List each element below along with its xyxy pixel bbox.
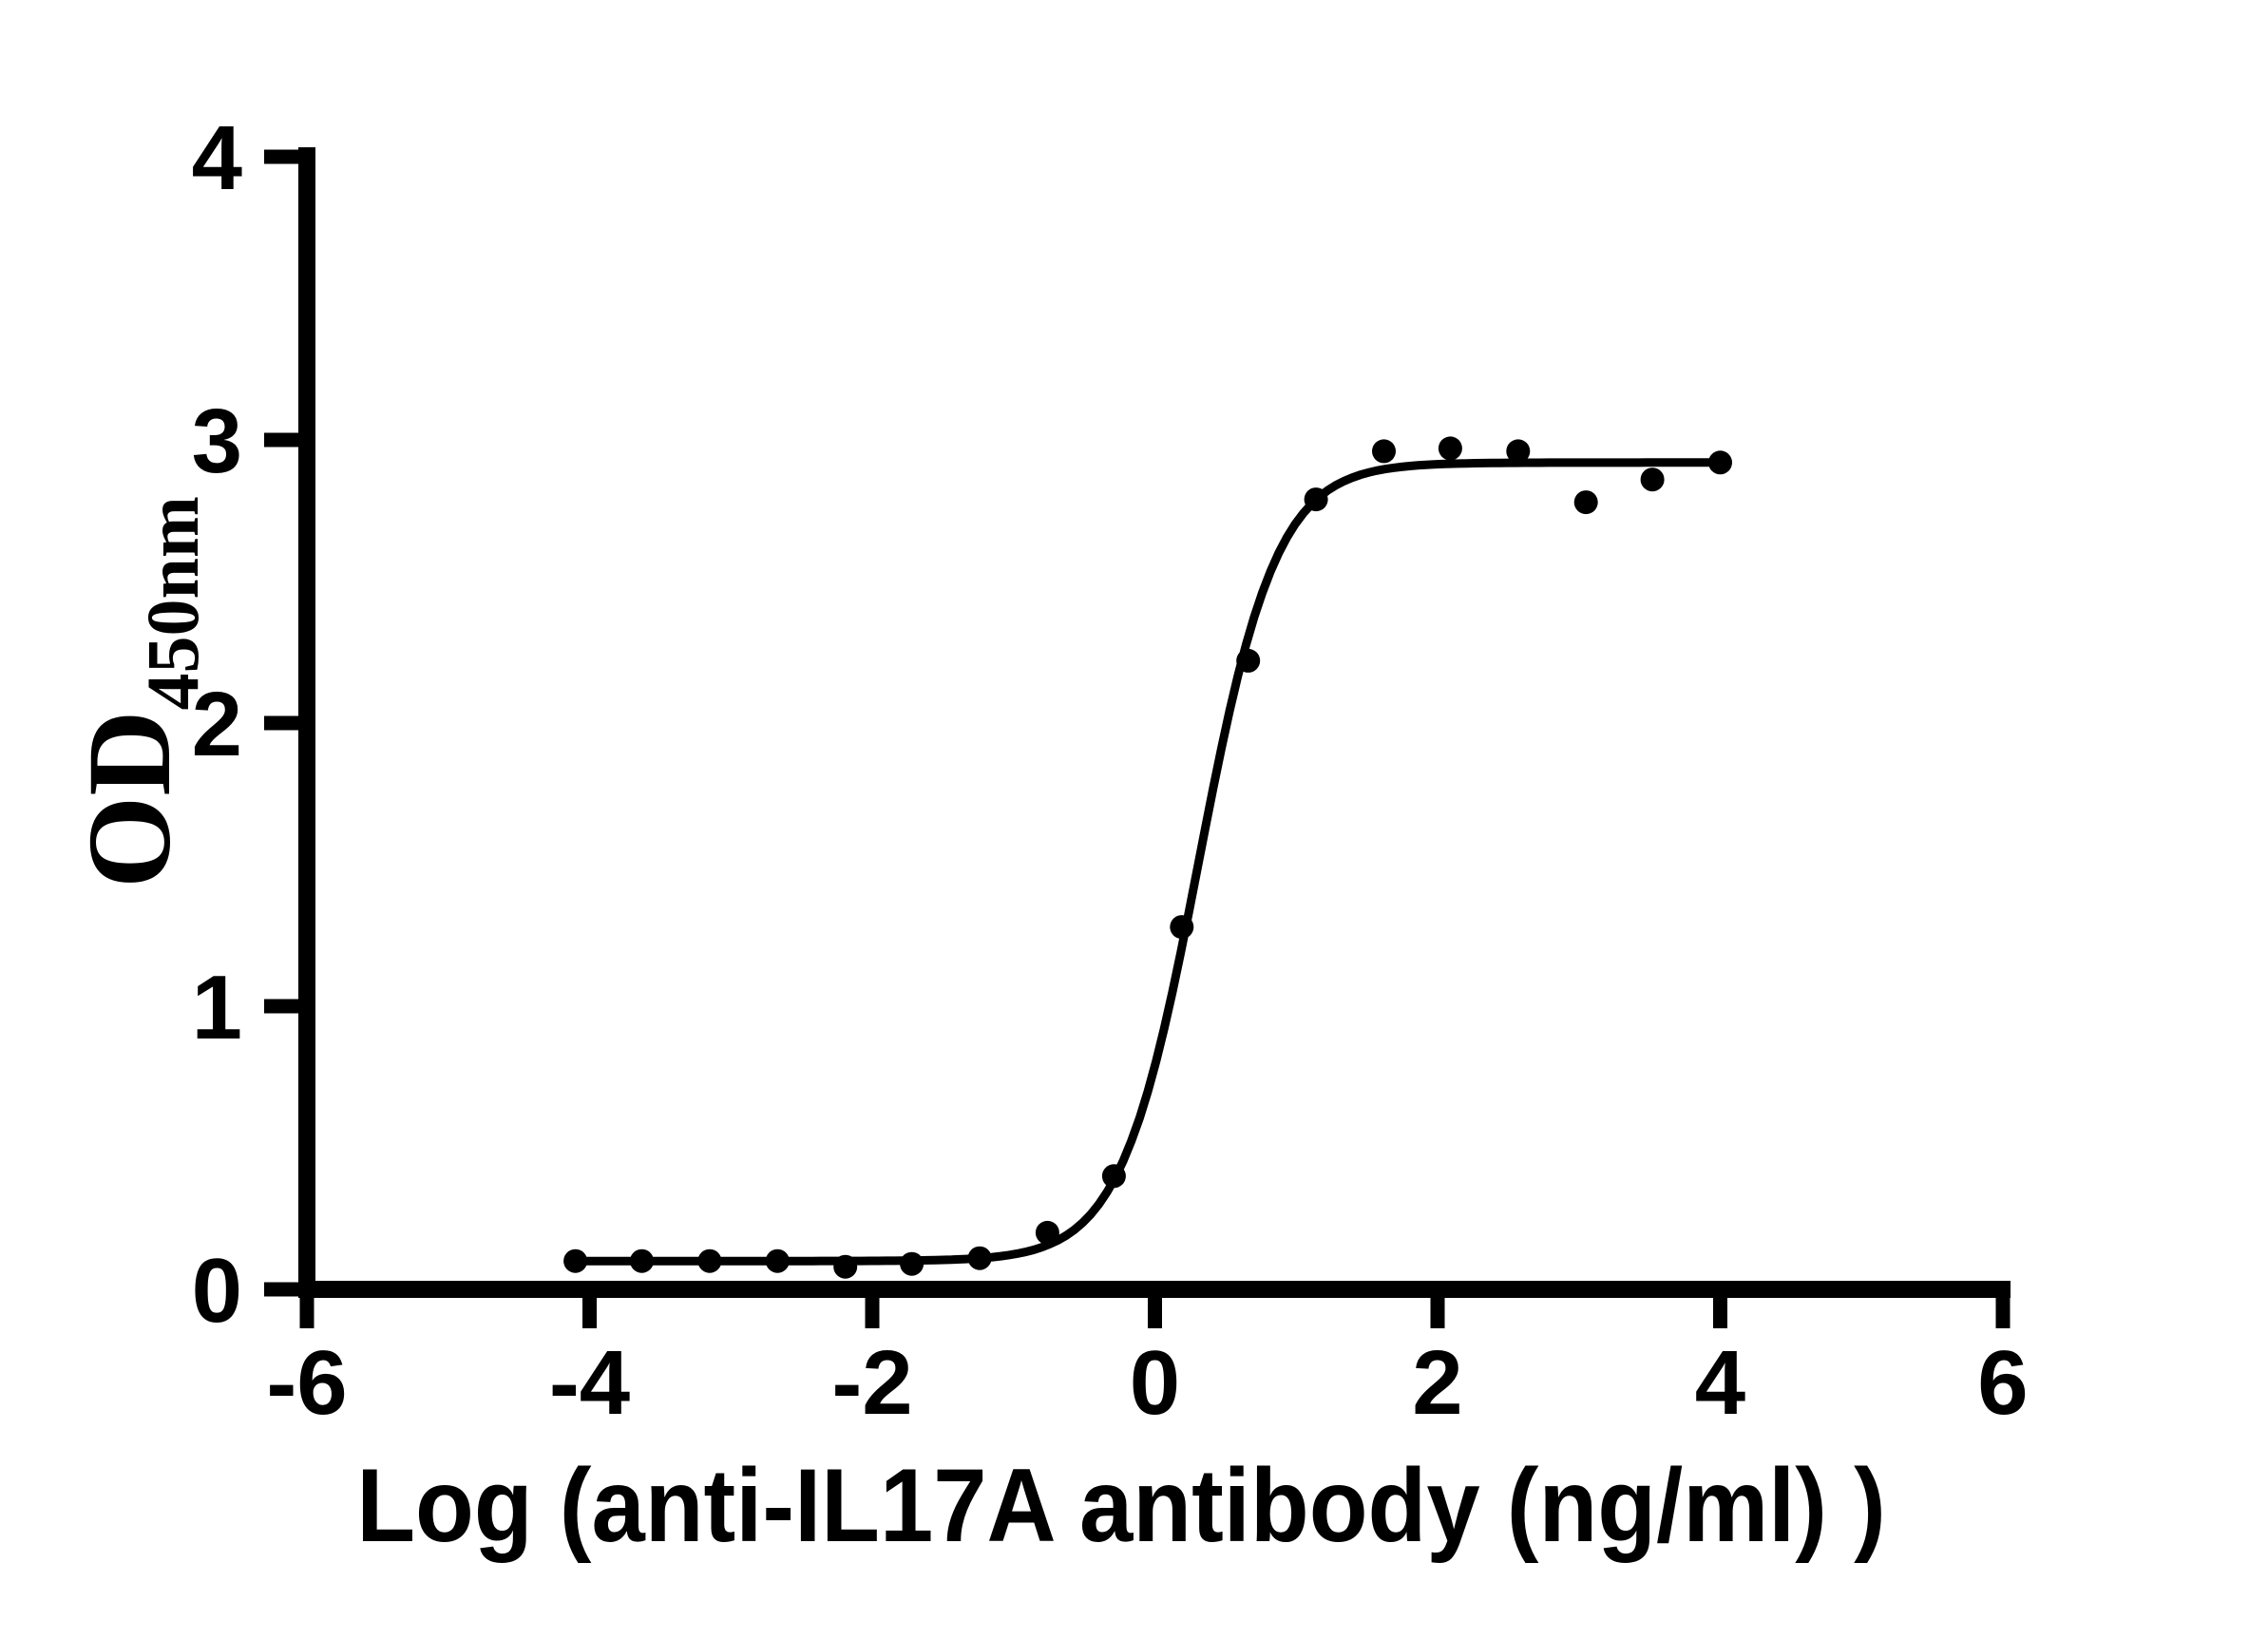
y-axis-title-subscript: 450nm [131, 496, 214, 710]
x-tick-label: 4 [1695, 1332, 1745, 1434]
data-point [1170, 915, 1194, 940]
data-points-layer [563, 436, 1732, 1279]
y-tick-label: 3 [192, 391, 242, 492]
y-tick-labels: 0 1 2 3 4 [192, 107, 242, 1342]
x-tick-label: -4 [549, 1332, 630, 1434]
data-point [1101, 1164, 1126, 1189]
data-point [1438, 436, 1462, 461]
data-point [1035, 1220, 1059, 1245]
data-point [967, 1246, 992, 1270]
y-axis-title-main: OD [65, 711, 196, 889]
y-tick-label: 2 [192, 674, 242, 775]
y-tick-label: 4 [192, 107, 242, 209]
y-axis-title: OD450nm [65, 496, 214, 888]
fit-curve [571, 458, 1725, 1266]
data-point [1573, 490, 1598, 515]
data-point [1506, 439, 1531, 464]
data-point [900, 1251, 924, 1276]
data-point [630, 1248, 654, 1273]
x-axis-title: Log (anti-IL17A antibody (ng/ml) ) [356, 1447, 1886, 1564]
x-tick-label: 6 [1977, 1332, 2028, 1434]
data-point [765, 1248, 790, 1273]
x-tick-labels: -6 -4 -2 0 2 4 6 [266, 1332, 2028, 1434]
data-point [1708, 450, 1732, 475]
data-point [1236, 648, 1261, 673]
y-tick-label: 0 [192, 1240, 242, 1342]
x-tick-label: 0 [1130, 1332, 1180, 1434]
data-point [697, 1248, 722, 1273]
y-tick-label: 1 [192, 957, 242, 1058]
fit-curve-layer [571, 458, 1725, 1266]
plot-axes [264, 147, 2011, 1328]
data-point [1372, 439, 1396, 464]
x-tick-label: -2 [831, 1332, 912, 1434]
x-tick-label: -6 [266, 1332, 347, 1434]
data-point [833, 1254, 858, 1279]
data-point [563, 1248, 588, 1273]
x-tick-label: 2 [1412, 1332, 1462, 1434]
data-point [1640, 467, 1665, 492]
data-point [1304, 487, 1328, 512]
